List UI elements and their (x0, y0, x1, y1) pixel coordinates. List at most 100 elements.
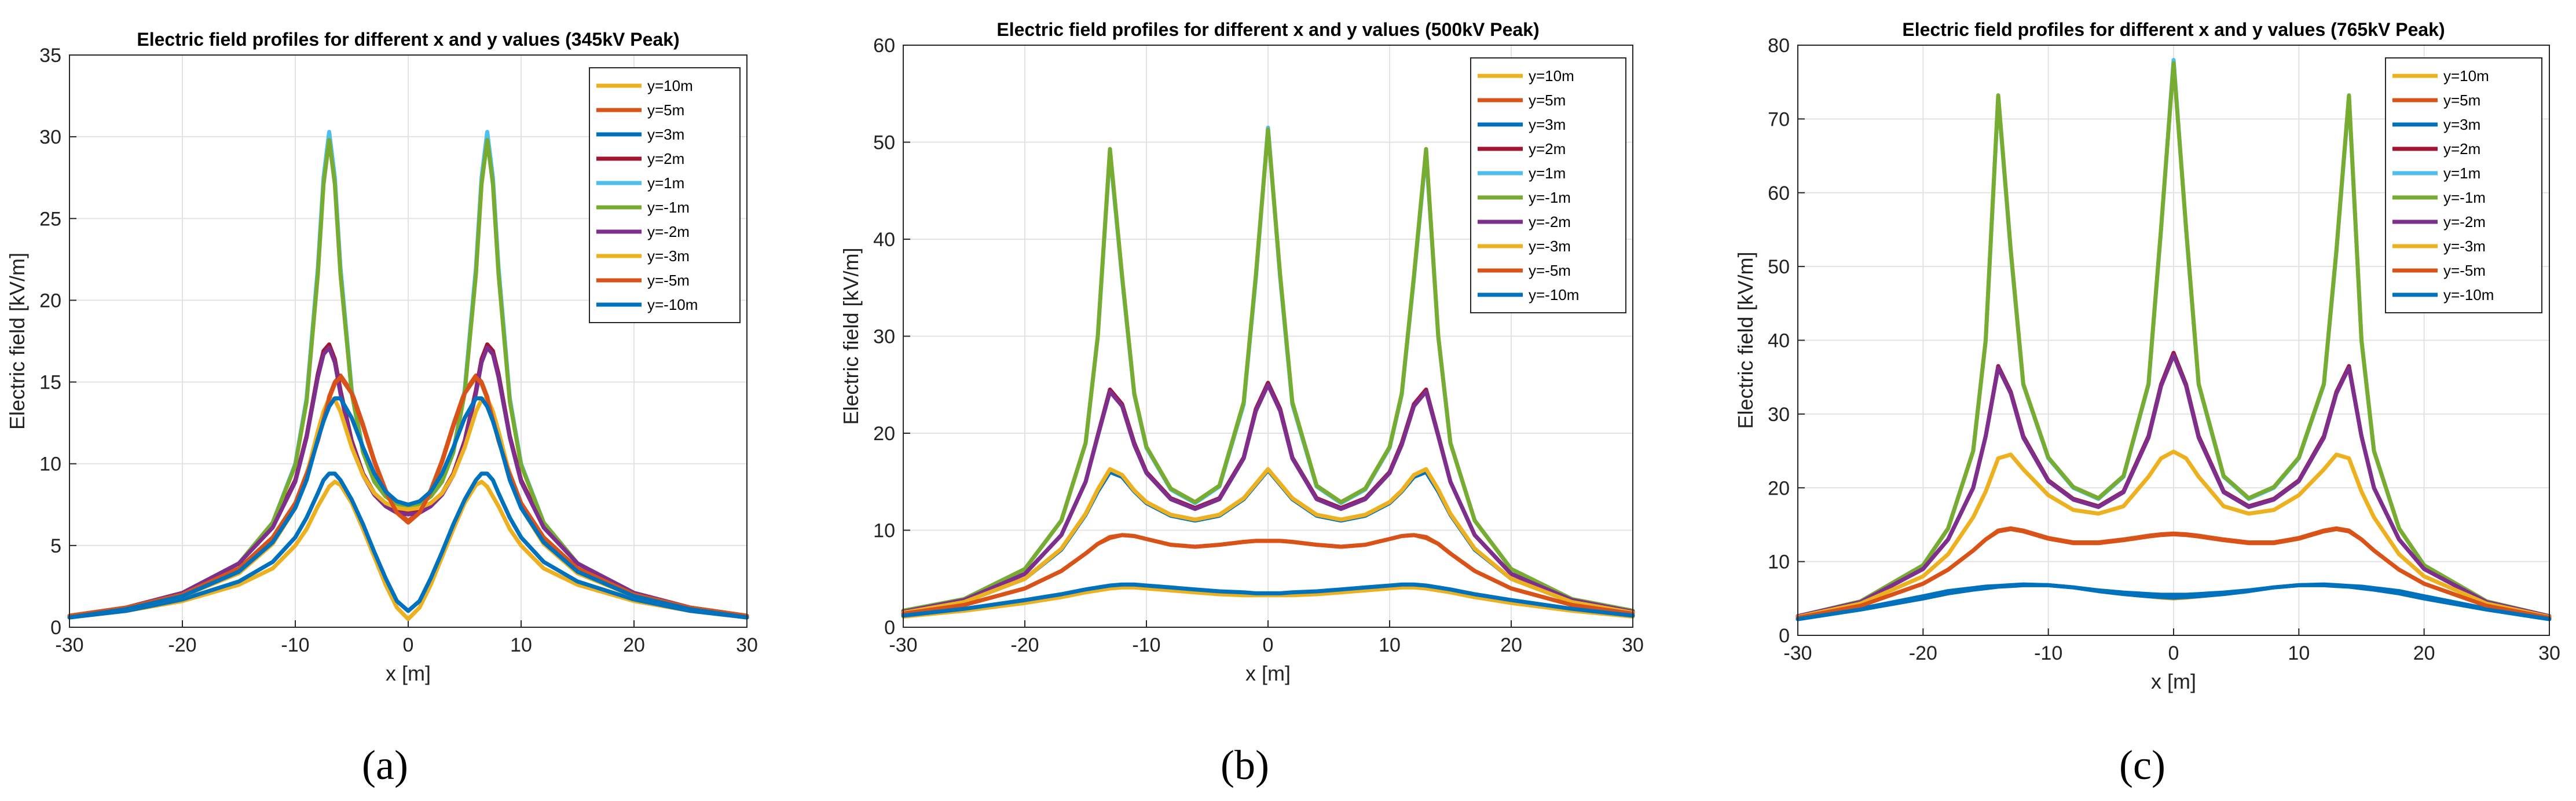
legend-entry: y=-1m (2443, 189, 2486, 206)
x-tick-label: -30 (1783, 642, 1812, 664)
x-tick-label: 0 (2168, 642, 2179, 664)
series-line-y-1m (901, 127, 1635, 613)
legend-entry: y=-5m (2443, 262, 2486, 279)
legend: y=10m y=5m y=3m y=2m y=1m y=-1m y=-2m y=-3m y=-5… (2385, 57, 2542, 313)
legend-entry: y=10m (2443, 67, 2489, 85)
y-tick-label: 5 (50, 535, 61, 557)
y-tick-label: 10 (1768, 551, 1790, 573)
legend-entry: y=3m (1529, 116, 1566, 133)
y-tick-label: 50 (873, 132, 895, 154)
y-tick-label: 10 (39, 453, 61, 476)
legend-entry: y=10m (1529, 67, 1574, 85)
y-tick-label: 0 (50, 617, 61, 639)
legend-entry: y=3m (647, 126, 684, 143)
x-tick-label: 0 (403, 634, 414, 656)
x-tick-label: -20 (1909, 642, 1937, 664)
y-tick-label: 80 (1768, 35, 1790, 57)
legend-entry: y=-10m (1529, 286, 1579, 303)
caption-a: (a) (362, 742, 408, 788)
y-tick-label: 60 (1768, 182, 1790, 204)
panel-a: -30 -20 -10 0 10 20 30 0 5 10 15 20 25 30 35 Electric f… (5, 29, 758, 685)
x-tick-label: 20 (623, 634, 645, 656)
x-axis-label: x [m] (1245, 661, 1291, 685)
legend-entry: y=1m (1529, 164, 1566, 182)
axes-box (903, 45, 1633, 628)
series-line-y-5m (1795, 527, 2552, 620)
y-axis-label: Electric field [kV/m] (839, 247, 863, 425)
legend-entry: y=-5m (647, 272, 690, 289)
y-tick-label: 20 (873, 423, 895, 445)
legend-entry: y=3m (2443, 116, 2480, 133)
legend-entry: y=2m (2443, 140, 2480, 158)
y-tick-label: 0 (884, 617, 895, 639)
legend-entry: y=-10m (2443, 286, 2494, 303)
panel-c: -30 -20 -10 0 10 20 30 0 10 20 30 40 50 60 70 80 Electri… (1734, 19, 2560, 693)
caption-b: (b) (1221, 742, 1269, 788)
series-line-y3m (67, 471, 749, 620)
legend-entry: y=5m (1529, 92, 1566, 109)
x-tick-label: -20 (1010, 634, 1039, 656)
series-line-y-2m (67, 345, 749, 618)
y-tick-label: 20 (39, 290, 61, 312)
series-line-y-10m (901, 582, 1635, 618)
y-tick-label: 15 (39, 372, 61, 394)
legend-entry: y=5m (647, 101, 684, 119)
y-tick-label: 30 (873, 326, 895, 348)
x-tick-label: 20 (1500, 634, 1522, 656)
x-axis-label: x [m] (2151, 670, 2196, 693)
axes-box (1797, 45, 2550, 636)
y-tick-label: 30 (39, 126, 61, 148)
series-line-y-3m (901, 467, 1635, 615)
legend-entry: y=-2m (2443, 213, 2486, 231)
x-tick-label: 30 (736, 634, 758, 656)
y-tick-label: 40 (873, 229, 895, 251)
legend-entry: y=-3m (1529, 237, 1571, 255)
legend-entry: y=2m (1529, 140, 1566, 158)
y-tick-label: 35 (39, 45, 61, 67)
x-tick-label: 10 (1379, 634, 1401, 656)
x-tick-label: 10 (2288, 642, 2310, 664)
x-axis-label: x [m] (386, 661, 431, 685)
series-line-y10m (67, 480, 749, 621)
series-line-y-2m (1795, 353, 2552, 619)
series-line-y-10m (67, 396, 749, 620)
caption-c: (c) (2119, 742, 2165, 788)
x-tick-label: 20 (2413, 642, 2435, 664)
x-tick-label: 30 (1622, 634, 1644, 656)
y-tick-label: 70 (1768, 108, 1790, 130)
y-tick-label: 60 (873, 35, 895, 57)
x-tick-label: -10 (281, 634, 309, 656)
y-tick-label: 10 (873, 520, 895, 542)
x-tick-label: -30 (55, 634, 83, 656)
legend-entry: y=-3m (647, 247, 690, 265)
legend: y=10m y=5m y=3m y=2m y=1m y=-1m y=-2m y=-3m y=-5… (589, 67, 741, 323)
series-line-y-2m (901, 382, 1635, 614)
legend-entry: y=-1m (1529, 189, 1571, 206)
series-line-y-1m (1795, 61, 2552, 619)
x-tick-label: 0 (1263, 634, 1274, 656)
x-tick-label: -10 (2034, 642, 2062, 664)
chart-title: Electric field profiles for different x … (1902, 19, 2445, 40)
y-axis-label: Electric field [kV/m] (5, 253, 29, 430)
legend-entry: y=10m (647, 77, 693, 94)
chart-title: Electric field profiles for different x … (137, 29, 679, 50)
y-tick-label: 50 (1768, 256, 1790, 278)
chart-title: Electric field profiles for different x … (996, 19, 1539, 40)
legend-entry: y=-2m (647, 223, 690, 240)
y-tick-label: 25 (39, 208, 61, 230)
series-line-y-5m (901, 533, 1635, 616)
legend-entry: y=-3m (2443, 237, 2486, 255)
x-tick-label: 10 (510, 634, 532, 656)
legend-entry: y=1m (647, 174, 684, 192)
x-tick-label: -20 (168, 634, 196, 656)
legend-entry: y=1m (2443, 164, 2480, 182)
legend-entry: y=-10m (647, 296, 698, 313)
legend-entry: y=2m (647, 150, 684, 167)
panel-b: -30 -20 -10 0 10 20 30 0 10 20 30 40 50 60 Electric fi… (839, 19, 1644, 685)
y-tick-label: 0 (1779, 625, 1790, 647)
axes-box (69, 54, 747, 628)
legend-entry: y=-1m (647, 199, 690, 216)
legend-entry: y=-5m (1529, 262, 1571, 279)
y-tick-label: 20 (1768, 477, 1790, 499)
